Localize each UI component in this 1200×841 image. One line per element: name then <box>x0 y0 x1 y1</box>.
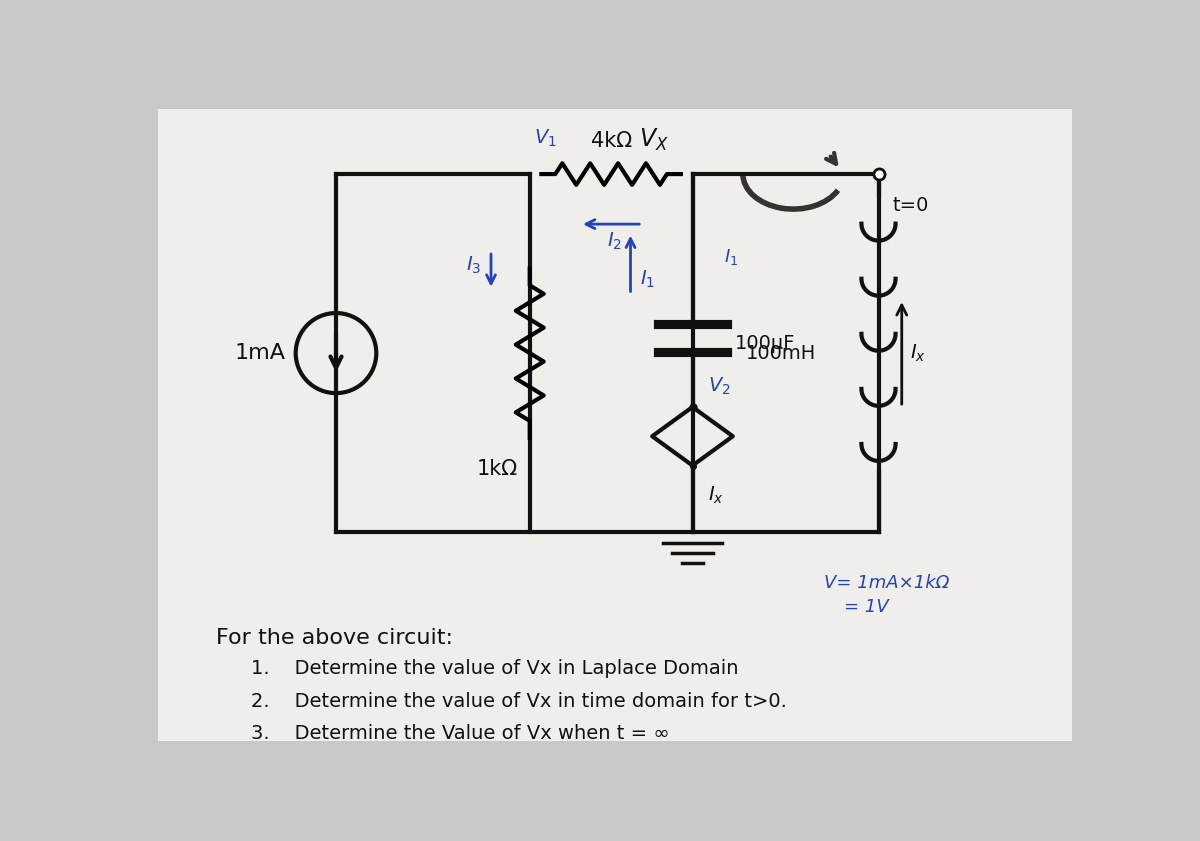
Text: 100μF: 100μF <box>736 335 796 353</box>
Text: For the above circuit:: For the above circuit: <box>216 628 452 648</box>
Text: 1kΩ: 1kΩ <box>478 459 518 479</box>
Text: 4kΩ: 4kΩ <box>590 131 631 151</box>
Text: 1.    Determine the value of Vx in Laplace Domain: 1. Determine the value of Vx in Laplace … <box>251 659 738 678</box>
Text: $I_3$: $I_3$ <box>467 255 481 276</box>
Text: 100mH: 100mH <box>746 344 816 362</box>
Text: $I_1$: $I_1$ <box>724 247 738 267</box>
Text: $I_x$: $I_x$ <box>910 342 925 364</box>
Text: t=0: t=0 <box>893 196 929 214</box>
Text: 1mA: 1mA <box>235 343 286 363</box>
Text: $I_2$: $I_2$ <box>607 230 623 251</box>
Text: = 1V: = 1V <box>844 598 888 616</box>
Text: $I_1$: $I_1$ <box>640 268 655 289</box>
Text: $I_x$: $I_x$ <box>708 484 724 506</box>
Text: 2.    Determine the value of Vx in time domain for t>0.: 2. Determine the value of Vx in time dom… <box>251 691 787 711</box>
FancyBboxPatch shape <box>157 108 1073 741</box>
Text: 3.    Determine the Value of Vx when t = ∞: 3. Determine the Value of Vx when t = ∞ <box>251 724 670 743</box>
Text: $V_1$: $V_1$ <box>534 128 557 150</box>
Text: $V_X$: $V_X$ <box>640 126 670 152</box>
Text: V= 1mA×1kΩ: V= 1mA×1kΩ <box>824 574 949 592</box>
Text: $V_2$: $V_2$ <box>708 376 731 398</box>
